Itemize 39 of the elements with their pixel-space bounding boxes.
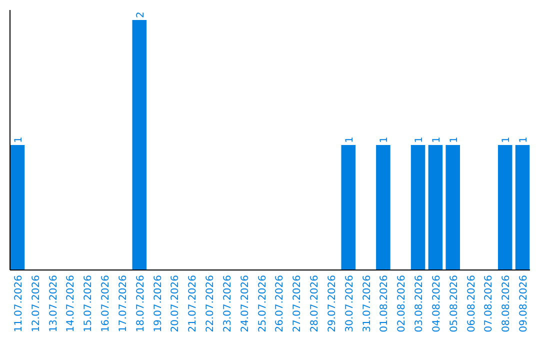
- x-tick-label: 02.08.2026: [396, 275, 408, 332]
- data-label: 1: [501, 136, 512, 143]
- x-tick-label: 28.07.2026: [310, 275, 321, 332]
- x-tick-label: 31.07.2026: [362, 275, 373, 332]
- x-tick-label: 03.08.2026: [414, 275, 426, 332]
- x-tick-label: 17.07.2026: [118, 275, 129, 332]
- data-label: 1: [431, 136, 442, 143]
- x-tick-label: 24.07.2026: [240, 275, 251, 332]
- data-label: 1: [448, 136, 460, 143]
- data-label: 1: [379, 136, 390, 143]
- x-tick-label: 25.07.2026: [257, 275, 268, 332]
- x-tick-label: 15.07.2026: [83, 275, 94, 332]
- x-tick-label: 27.07.2026: [292, 275, 304, 332]
- x-tick-label: 16.07.2026: [100, 275, 112, 332]
- x-tick-label: 19.07.2026: [152, 275, 164, 332]
- x-tick-label: 12.07.2026: [30, 275, 42, 332]
- x-tick-label: 18.07.2026: [135, 275, 146, 332]
- x-tick-label: 22.07.2026: [205, 275, 216, 332]
- x-tick-label: 09.08.2026: [518, 275, 530, 332]
- x-tick-label: 30.07.2026: [344, 275, 356, 332]
- x-tick-label: 26.07.2026: [274, 275, 286, 332]
- x-tick-label: 14.07.2026: [66, 275, 77, 332]
- x-tick-label: 08.08.2026: [501, 275, 512, 332]
- data-label: 1: [414, 136, 426, 143]
- x-tick-label: 01.08.2026: [379, 275, 390, 332]
- x-tick-label: 21.07.2026: [188, 275, 199, 332]
- x-tick-label: 06.08.2026: [466, 275, 478, 332]
- x-tick-label: 05.08.2026: [448, 275, 460, 332]
- x-tick-label: 04.08.2026: [431, 275, 442, 332]
- data-label: 2: [135, 12, 146, 18]
- x-tick-label: 20.07.2026: [170, 275, 182, 332]
- x-tick-label: 13.07.2026: [48, 275, 60, 332]
- x-tick-label: 23.07.2026: [222, 275, 234, 332]
- x-tick-label: 29.07.2026: [326, 275, 338, 332]
- data-label: 1: [344, 136, 356, 143]
- data-label: 1: [518, 136, 530, 143]
- data-label: 1: [13, 136, 24, 143]
- x-tick-label: 07.08.2026: [484, 275, 495, 332]
- x-tick-label: 11.07.2026: [13, 275, 24, 332]
